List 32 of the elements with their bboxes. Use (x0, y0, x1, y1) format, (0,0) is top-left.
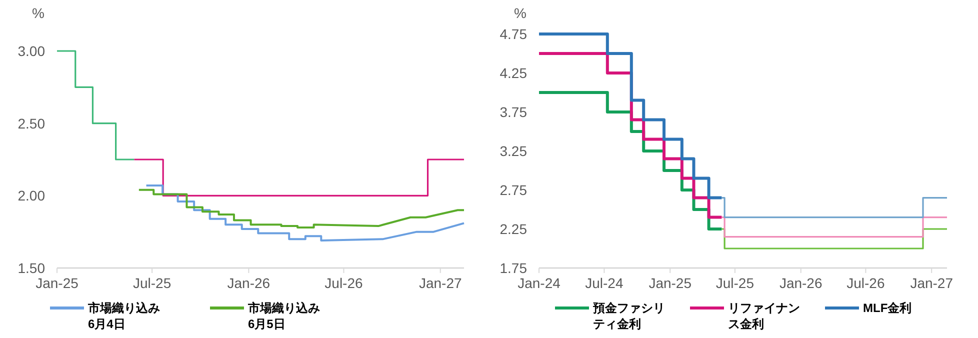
y-tick-label: 3.00 (18, 43, 46, 59)
y-tick-label: 1.50 (18, 260, 46, 276)
legend-label: 市場織り込み 6月4日 (87, 301, 160, 331)
x-tick-label: Jan-24 (518, 275, 561, 291)
y-tick-label: 2.75 (500, 182, 528, 198)
y-tick-label: 2.00 (18, 188, 46, 204)
y-axis-title: % (514, 5, 526, 21)
x-tick-label: Jul-26 (324, 275, 364, 291)
y-tick-label: 3.75 (500, 104, 528, 120)
x-tick-label: Jan-26 (779, 275, 822, 291)
x-tick-label: Jan-25 (648, 275, 692, 291)
x-tick-label: Jan-25 (36, 275, 79, 291)
y-tick-label: 4.25 (500, 65, 528, 81)
x-tick-label: Jan-26 (227, 275, 270, 291)
y-tick-label: 4.75 (500, 26, 528, 42)
legend-label: 預金ファシリティ金利 (592, 301, 665, 331)
x-tick-label: Jul-24 (585, 275, 624, 291)
line-series (145, 184, 465, 242)
y-tick-label: 1.75 (500, 260, 528, 276)
x-tick-label: Jul-26 (846, 275, 885, 291)
legend-label: 市場織り込み 6月5日 (247, 301, 320, 331)
legend-label: リファイナンス金利 (728, 301, 800, 331)
x-tick-label: Jul-25 (716, 275, 754, 291)
line-series (138, 188, 465, 228)
legend-label: MLF金利 (863, 301, 912, 315)
y-tick-label: 2.50 (18, 115, 46, 132)
x-tick-label: Jul-25 (132, 275, 172, 291)
y-axis-title: % (32, 5, 44, 21)
y-tick-label: 3.25 (500, 143, 528, 159)
y-tick-label: 2.25 (500, 221, 528, 237)
x-tick-label: Jan-27 (418, 275, 462, 291)
x-tick-label: Jan-27 (910, 275, 954, 291)
